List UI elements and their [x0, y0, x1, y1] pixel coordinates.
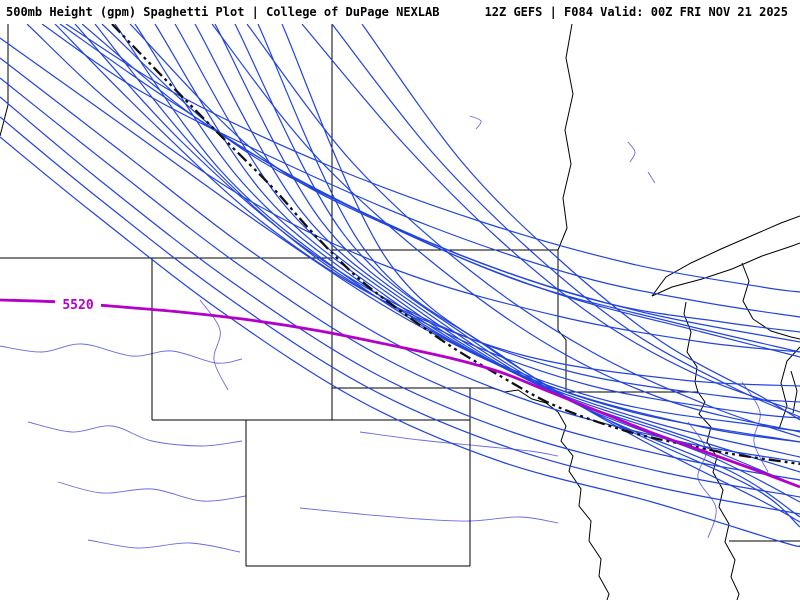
ensemble-member-06: [154, 24, 800, 458]
state-border-red-river-minnesota-west: [557, 24, 574, 251]
ensemble-member-20: [0, 57, 800, 463]
river-path-mn-lake-1: [627, 141, 636, 163]
river-path-river-ne-south: [299, 507, 559, 524]
ensemble-member-16: [129, 24, 800, 358]
ensemble-member-27: [361, 24, 800, 421]
ensemble-member-13: [59, 24, 800, 333]
state-border-missouri-river-nebraska-iowa: [557, 411, 610, 600]
state-border-montana-west: [0, 24, 9, 137]
river-path-river-sw-2: [87, 539, 241, 553]
state-border-wisconsin-michigan: [741, 262, 754, 320]
state-border-mississippi-iowa-wisconsin: [697, 391, 740, 600]
model-run-info: 12Z GEFS | F084 Valid: 00Z FRI NOV 21 20…: [484, 5, 788, 19]
state-border-lake-michigan-west-shore: [778, 346, 800, 430]
ensemble-member-02: [74, 24, 800, 403]
state-border-minnesota-wisconsin-stcroix: [683, 301, 699, 393]
river-path-river-wisconsin: [687, 421, 717, 539]
state-border-lake-superior-north-shore: [651, 215, 800, 297]
state-border-door-peninsula: [790, 370, 798, 414]
map-plot: 5520: [0, 24, 800, 600]
ensemble-member-21: [0, 77, 800, 481]
river-path-river-mt-2: [27, 421, 243, 447]
ensemble-member-29: [246, 24, 800, 438]
ensemble-member-07: [174, 24, 800, 473]
plot-title: 500mb Height (gpm) Spaghetti Plot | Coll…: [6, 5, 440, 19]
ensemble-member-28: [26, 24, 800, 353]
ensemble-member-15: [101, 24, 800, 353]
contour-label: 5520: [62, 298, 93, 313]
ensemble-member-26: [331, 24, 800, 418]
ensemble-mean-line: [0, 298, 800, 489]
ensemble-member-10: [234, 24, 800, 518]
ensemble-member-23: [0, 116, 800, 515]
river-path-devils-lake: [469, 115, 482, 130]
ensemble-member-24: [0, 136, 800, 548]
ensemble-member-25: [301, 24, 800, 413]
ensemble-member-05: [134, 24, 800, 443]
map-area: 5520: [0, 24, 800, 600]
ensemble-member-18: [65, 24, 800, 293]
ensemble-member-12: [281, 24, 800, 523]
ensemble-member-04: [114, 24, 800, 432]
title-bar: 500mb Height (gpm) Spaghetti Plot | Coll…: [0, 0, 800, 24]
river-path-mn-lake-2: [647, 171, 656, 184]
ensemble-member-22: [0, 96, 800, 498]
control-run-line: [111, 24, 800, 466]
river-path-river-mt-1: [0, 343, 243, 364]
ensemble-member-01: [54, 24, 800, 387]
ensemble-member-17: [41, 24, 800, 318]
state-border-southdakota-nebraska: [332, 387, 559, 413]
river-path-river-platte: [359, 431, 559, 457]
ensemble-member-08: [194, 24, 800, 488]
river-path-river-wi-east: [741, 381, 769, 473]
river-path-river-bighorn: [199, 299, 229, 391]
ensemble-member-19: [0, 37, 800, 443]
contour-label-mask: [55, 295, 101, 312]
ensemble-member-09: [214, 24, 800, 503]
ensemble-member-30: [211, 24, 800, 433]
ensemble-member-14: [81, 24, 800, 343]
state-border-michigan-up-south: [752, 318, 800, 340]
river-path-river-sw-1: [57, 481, 247, 502]
state-border-lake-superior-south-shore: [651, 242, 800, 297]
